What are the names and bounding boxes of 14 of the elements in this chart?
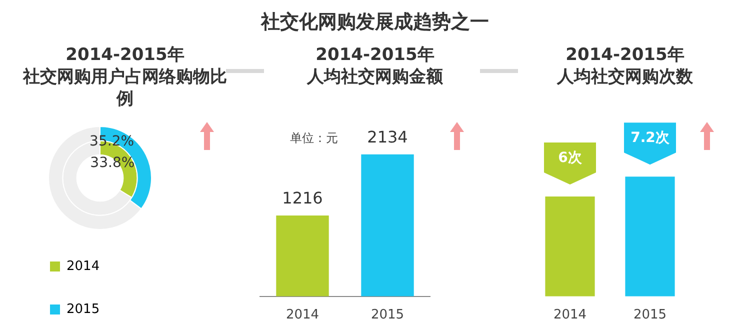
chart-title: 2014-2015年社交网购用户占网络购物比例 [22, 44, 228, 110]
legend-label: 2014 [66, 258, 100, 274]
chart-title: 2014-2015年人均社交网购金额 [307, 44, 443, 88]
x-tick-label: 2015 [633, 308, 667, 323]
text: 社交化网购发展成趋势之一 [260, 10, 490, 35]
x-tick-label: 2015 [370, 308, 404, 323]
data-label: 1216 [282, 188, 323, 208]
x-tick-label: 2014 [286, 308, 320, 323]
text: 单位：元 [290, 130, 338, 147]
chart-title: 2014-2015年人均社交网购次数 [557, 44, 693, 88]
data-label: 2134 [367, 128, 408, 147]
x-tick-label: 2014 [553, 308, 587, 323]
data-label: 7.2次 [630, 130, 670, 146]
data-label: 6次 [558, 150, 583, 166]
